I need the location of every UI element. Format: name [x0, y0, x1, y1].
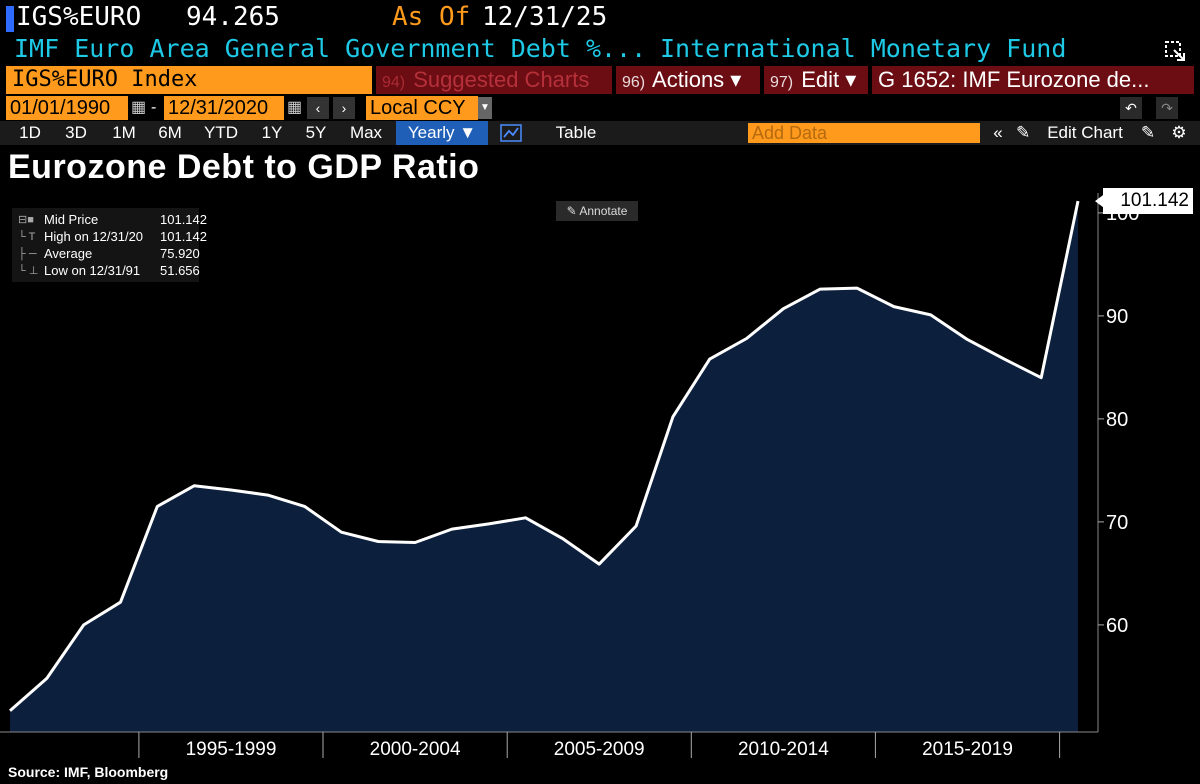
source-name: International Monetary Fund	[660, 34, 1067, 63]
menu-bar: IGS%EURO Index 94) Suggested Charts 96) …	[0, 66, 1200, 94]
annotate-label: Annotate	[579, 204, 628, 218]
command-cursor	[6, 6, 14, 32]
y-tick-label: 60	[1106, 615, 1128, 637]
range-3d[interactable]: 3D	[65, 123, 87, 142]
edit-label: Edit ▾	[801, 67, 857, 92]
description-bar: IMF Euro Area General Government Debt %.…	[0, 34, 1200, 66]
x-tick-label: 2010-2014	[738, 739, 829, 760]
frequency-select[interactable]: Yearly ▼	[396, 121, 488, 145]
source-note: Source: IMF, Bloomberg	[8, 764, 169, 780]
collapse-icon[interactable]: «	[993, 123, 1003, 142]
end-date-input[interactable]: 12/31/2020	[164, 96, 284, 120]
range-6m[interactable]: 6M	[158, 123, 182, 142]
edit-menu[interactable]: 97) Edit ▾	[764, 66, 868, 94]
ticker-symbol[interactable]: IGS%EURO	[16, 2, 142, 32]
start-date-input[interactable]: 01/01/1990	[6, 96, 128, 120]
average-marker-icon: ├ ─	[18, 248, 37, 260]
suggested-charts-button[interactable]: 94) Suggested Charts	[376, 66, 612, 94]
legend-row-average: ├ ─ Average 75.920	[12, 246, 200, 262]
range-5y[interactable]: 5Y	[305, 123, 327, 142]
security-header: IGS%EURO 94.265 As Of 12/31/25	[0, 0, 1200, 36]
legend-value: 101.142	[160, 212, 207, 227]
prev-period-button[interactable]: ‹	[307, 97, 329, 119]
date-separator: -	[151, 99, 157, 116]
undo-icon[interactable]: ↶	[1120, 97, 1142, 119]
range-toolbar: 1D 3D 1M 6M YTD 1Y 5Y Max Yearly ▼ Table…	[0, 121, 1200, 145]
low-marker-icon: └ ⊥	[18, 265, 39, 277]
legend-name: Mid Price	[44, 212, 99, 227]
legend-value: 75.920	[160, 246, 200, 261]
line-chart-icon[interactable]	[494, 121, 528, 145]
legend-name: Average	[44, 246, 93, 261]
actions-number: 96)	[622, 74, 646, 91]
add-data-input[interactable]: Add Data	[748, 123, 980, 143]
suggested-label: Suggested Charts	[413, 67, 590, 92]
last-value-pointer	[1095, 195, 1103, 208]
edit-box-icon[interactable]: ✎	[1140, 123, 1156, 142]
chart-title: Eurozone Debt to GDP Ratio	[8, 148, 480, 186]
chart-id-title[interactable]: G 1652: IMF Eurozone de...	[872, 66, 1194, 94]
edit-chart-button[interactable]: Edit Chart	[1047, 123, 1123, 142]
gear-icon[interactable]: ⚙	[1171, 123, 1187, 142]
annotate-button[interactable]: ✎ Annotate	[556, 201, 638, 221]
y-tick-label: 70	[1106, 512, 1128, 534]
security-description: IMF Euro Area General Government Debt %.…	[14, 34, 647, 63]
x-tick-label: 2000-2004	[370, 739, 461, 760]
pencil-icon: ✎	[1016, 123, 1031, 142]
range-1d[interactable]: 1D	[19, 123, 41, 142]
chevron-down-icon[interactable]: ▼	[478, 97, 492, 119]
legend-row-mid-price[interactable]: ⊟■ Mid Price 101.142	[12, 212, 207, 228]
legend-value: 51.656	[160, 263, 200, 278]
next-period-button[interactable]: ›	[333, 97, 355, 119]
legend-value: 101.142	[160, 229, 207, 244]
legend-name: High on 12/31/20	[44, 229, 144, 244]
table-button[interactable]: Table	[555, 123, 597, 142]
last-value-label: 101.142	[1103, 188, 1193, 214]
x-tick-label: 1995-1999	[186, 739, 277, 760]
last-price: 94.265	[186, 2, 280, 32]
as-of-label: As Of	[392, 2, 471, 32]
legend-swatch-icon: ⊟■	[18, 214, 34, 226]
chart-legend: ⊟■ Mid Price 101.142 └ T High on 12/31/2…	[12, 208, 207, 282]
edit-number: 97)	[770, 74, 794, 91]
security-field[interactable]: IGS%EURO Index	[6, 66, 372, 94]
range-ytd[interactable]: YTD	[204, 123, 238, 142]
x-tick-label: 2015-2019	[922, 739, 1013, 760]
actions-menu[interactable]: 96) Actions ▾	[616, 66, 760, 94]
calendar-icon[interactable]: ▦	[131, 99, 147, 116]
currency-select[interactable]: Local CCY	[366, 96, 478, 120]
range-max[interactable]: Max	[349, 123, 383, 142]
high-marker-icon: └ T	[18, 231, 36, 243]
popout-icon[interactable]	[1164, 40, 1186, 62]
series-area	[10, 201, 1078, 733]
y-tick-label: 80	[1106, 409, 1128, 431]
legend-row-high: └ T High on 12/31/20 101.142	[12, 229, 207, 245]
series-line[interactable]	[9, 200, 1080, 712]
actions-label: Actions ▾	[652, 67, 742, 92]
y-tick-label: 90	[1106, 306, 1128, 328]
legend-name: Low on 12/31/91	[44, 263, 141, 278]
redo-icon[interactable]: ↷	[1156, 97, 1178, 119]
calendar-icon[interactable]: ▦	[287, 99, 303, 116]
suggested-number: 94)	[382, 74, 406, 91]
as-of-date: 12/31/25	[482, 2, 608, 32]
range-1y[interactable]: 1Y	[261, 123, 283, 142]
legend-row-low: └ ⊥ Low on 12/31/91 51.656	[12, 263, 200, 279]
date-range-bar: 01/01/1990 ▦ - 12/31/2020 ▦ ‹ › Local CC…	[0, 96, 1200, 120]
x-tick-label: 2005-2009	[554, 739, 645, 760]
range-1m[interactable]: 1M	[112, 123, 136, 142]
